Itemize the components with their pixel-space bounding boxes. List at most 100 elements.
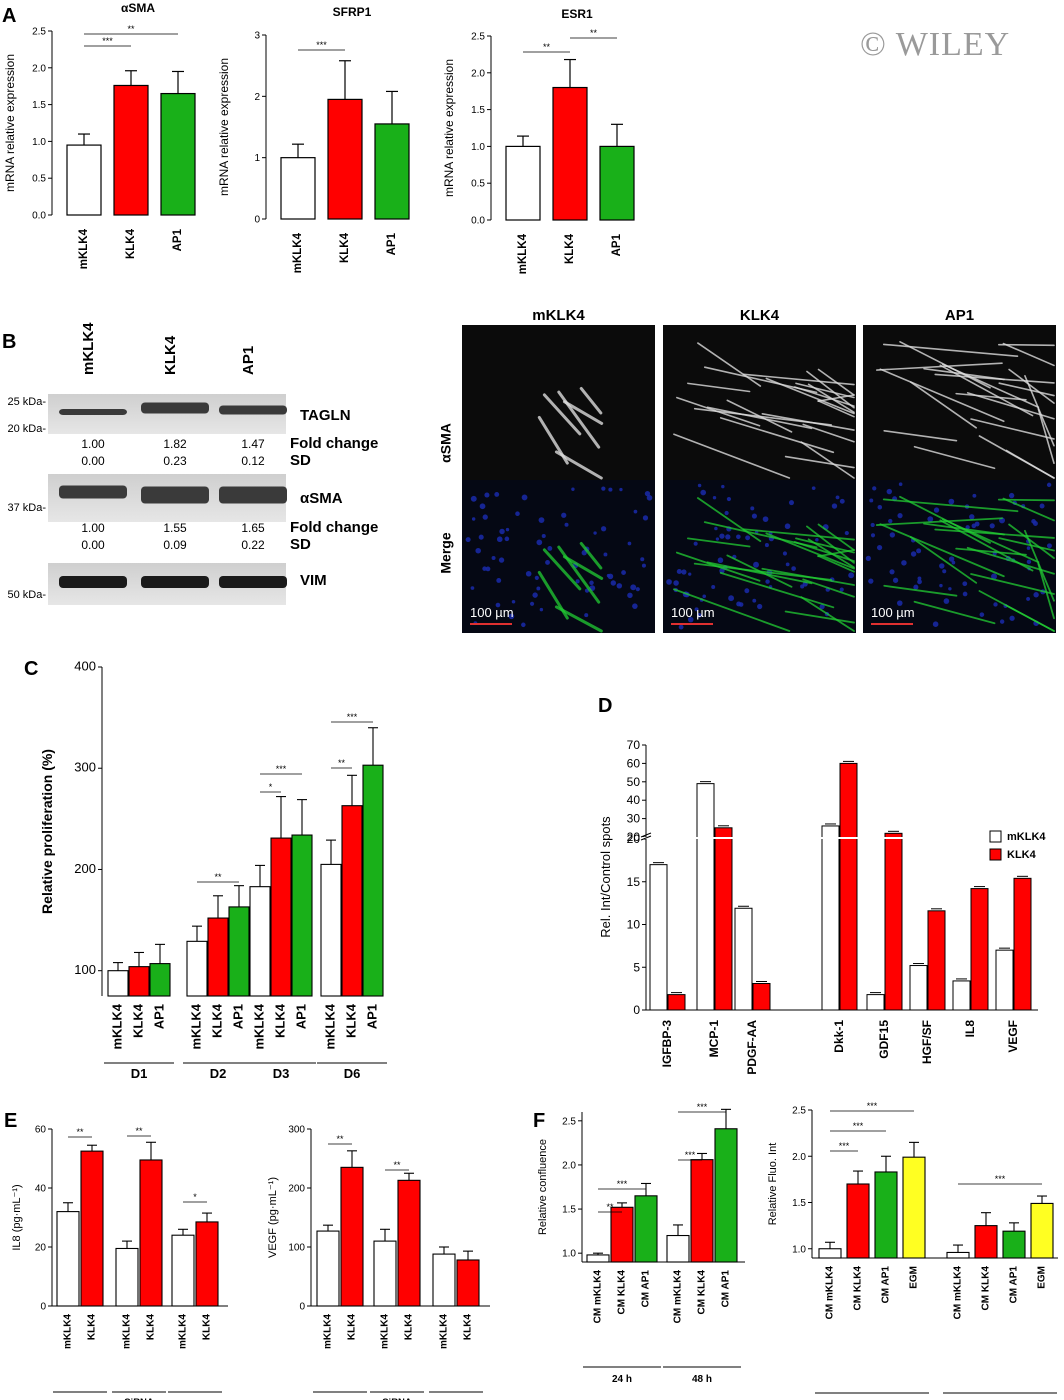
legend-swatch [989, 830, 1002, 843]
x-tick-label: KLK4 [130, 1003, 145, 1038]
bar [432, 1253, 456, 1307]
significance-label: ** [338, 758, 346, 768]
sd-value: 0.00 [81, 538, 105, 552]
fiber-merge [1002, 497, 1055, 522]
nucleus [496, 578, 502, 583]
chart-F2: 1.0 1.5 2.0 2.5 Relative Fluo. Int CM mKLK4 CM… [767, 1101, 1058, 1394]
y-tick-label: 40 [627, 793, 641, 807]
bar [362, 764, 384, 997]
nucleus [989, 523, 995, 529]
nucleus [630, 584, 637, 591]
x-tick-label: AP1 [172, 228, 184, 251]
nucleus [711, 584, 716, 589]
fiber-merge [1037, 562, 1055, 620]
y-tick-label: 15 [627, 875, 641, 889]
bar [909, 965, 928, 1011]
chart-A3: 0.0 0.5 1.0 1.5 2.0 2.5 mRNA relative expressi… [442, 7, 635, 274]
y-tick-label: 1.5 [471, 105, 485, 116]
nucleus [532, 592, 538, 598]
nucleus [666, 579, 672, 585]
bar [995, 949, 1014, 1011]
y-axis-label: mRNA relative expression [217, 58, 231, 196]
x-tick-label: mKLK4 [188, 1003, 203, 1049]
fiber [955, 392, 1027, 401]
nucleus [839, 498, 845, 504]
y-axis-label: Relative Fluo. Int [767, 1143, 779, 1226]
nucleus [541, 533, 546, 539]
nucleus [635, 587, 640, 592]
bar [970, 888, 989, 1011]
fiber [784, 455, 855, 469]
fiber-merge [970, 573, 1055, 595]
significance-label: * [193, 1192, 197, 1202]
nucleus [564, 522, 569, 527]
nucleus [712, 496, 717, 500]
bar [456, 1259, 480, 1307]
y-tick-label: 30 [627, 812, 641, 826]
fiber-merge [562, 555, 604, 580]
nucleus [898, 482, 903, 486]
significance-label: *** [867, 1101, 878, 1111]
nucleus [788, 500, 794, 506]
y-tick-label: 400 [74, 659, 96, 674]
nucleus [1026, 559, 1032, 565]
fiber [806, 370, 855, 409]
significance-label: *** [617, 1179, 628, 1189]
bar [667, 994, 686, 1011]
group-label: SiRNA [124, 1397, 154, 1400]
significance-label: ** [214, 872, 222, 882]
nucleus [750, 506, 755, 511]
fiber [1002, 342, 1055, 367]
bar [320, 863, 342, 997]
fiber-merge [706, 561, 813, 585]
bar [649, 864, 668, 1011]
significance-label: ** [590, 28, 598, 38]
fiber [742, 373, 855, 386]
x-tick-label: KLK4 [347, 1314, 358, 1341]
fiber-merge [998, 537, 1055, 552]
nucleus [496, 536, 503, 543]
nucleus [932, 621, 939, 627]
bar [839, 762, 858, 1011]
bar [902, 1156, 926, 1259]
band-name: TAGLN [300, 407, 351, 424]
x-tick-label: CM mKLK4 [953, 1266, 964, 1320]
bar [149, 963, 171, 997]
nucleus [901, 560, 907, 566]
x-tick-label: GDF15 [877, 1020, 891, 1059]
nucleus [939, 583, 943, 588]
nucleus [539, 607, 544, 612]
fiber-merge [899, 495, 991, 544]
nucleus [641, 563, 646, 568]
chart-title: αSMA [121, 1, 155, 15]
x-tick-label: KLK4 [125, 228, 137, 259]
fiber-merge [554, 605, 603, 633]
y-tick-label: 100 [74, 962, 96, 977]
x-tick-label: CM KLK4 [617, 1270, 628, 1315]
fiber-merge [686, 537, 751, 548]
nucleus [687, 616, 694, 623]
panel-letter-f: F [533, 1110, 545, 1132]
group-label: 48 h [692, 1374, 712, 1385]
nucleus [939, 563, 945, 569]
nucleus [696, 613, 702, 618]
bar [552, 86, 588, 221]
fiber-merge [542, 548, 582, 591]
nucleus [889, 569, 895, 575]
nucleus [910, 551, 917, 557]
bar [884, 832, 903, 1011]
nucleus [889, 532, 896, 538]
bar [373, 1240, 397, 1307]
nucleus [606, 573, 611, 578]
bar [666, 1234, 690, 1263]
fiber-merge [966, 546, 1055, 575]
nucleus [785, 562, 790, 567]
bar [171, 1234, 195, 1307]
y-tick-label: 20 [35, 1243, 47, 1254]
fiber [719, 417, 835, 454]
y-tick-label: 0 [633, 1003, 640, 1017]
bar [1013, 877, 1032, 1011]
nucleus [593, 531, 597, 535]
group-label: SiRNA [382, 1397, 412, 1400]
x-tick-label: mKLK4 [323, 1314, 334, 1349]
